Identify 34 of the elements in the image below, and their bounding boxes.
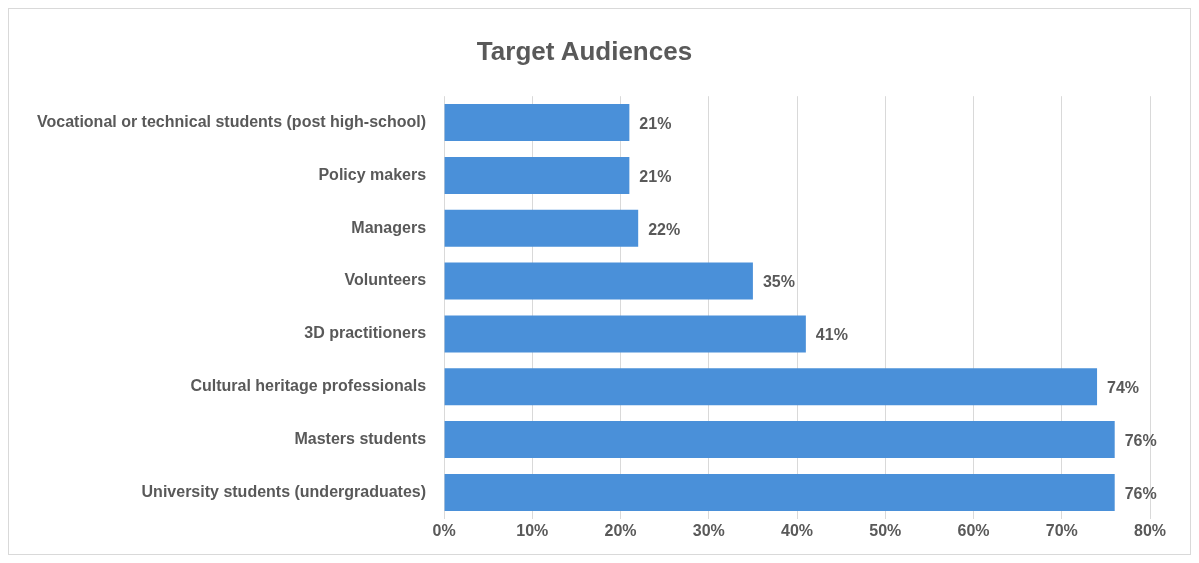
bar (444, 368, 1098, 406)
y-tick-label: Volunteers (344, 271, 427, 289)
x-tick-label: 10% (516, 521, 549, 539)
y-tick-label: Cultural heritage professionals (190, 377, 427, 395)
x-tick-label: 0% (432, 521, 456, 539)
bar (444, 104, 630, 142)
y-tick-label: Managers (351, 218, 427, 236)
data-label: 21% (639, 167, 672, 185)
y-tick-label: Vocational or technical students (post high-school) (37, 113, 427, 131)
x-tick-label: 60% (957, 521, 990, 539)
data-label: 22% (648, 220, 681, 238)
bar (444, 421, 1115, 459)
chart-title: Target Audiences (476, 35, 693, 66)
y-tick-label: University students (undergraduates) (141, 482, 427, 500)
bar (444, 473, 1115, 511)
data-label: 21% (639, 115, 672, 133)
data-label: 41% (815, 326, 848, 344)
data-label: 35% (762, 273, 795, 291)
data-label: 76% (1124, 484, 1157, 502)
x-tick-label: 70% (1045, 521, 1078, 539)
bar (444, 156, 630, 194)
x-tick-label: 20% (604, 521, 637, 539)
y-tick-label: Masters students (294, 429, 427, 447)
x-tick-label: 40% (781, 521, 814, 539)
x-tick-label: 30% (692, 521, 725, 539)
x-tick-label: 80% (1133, 521, 1167, 539)
bar (444, 262, 753, 300)
y-tick-label: 3D practitioners (304, 324, 427, 342)
bar (444, 209, 639, 247)
bar (444, 315, 806, 353)
x-tick-label: 50% (869, 521, 902, 539)
y-tick-label: Policy makers (318, 165, 427, 183)
data-label: 74% (1107, 379, 1140, 397)
data-label: 76% (1124, 431, 1157, 449)
